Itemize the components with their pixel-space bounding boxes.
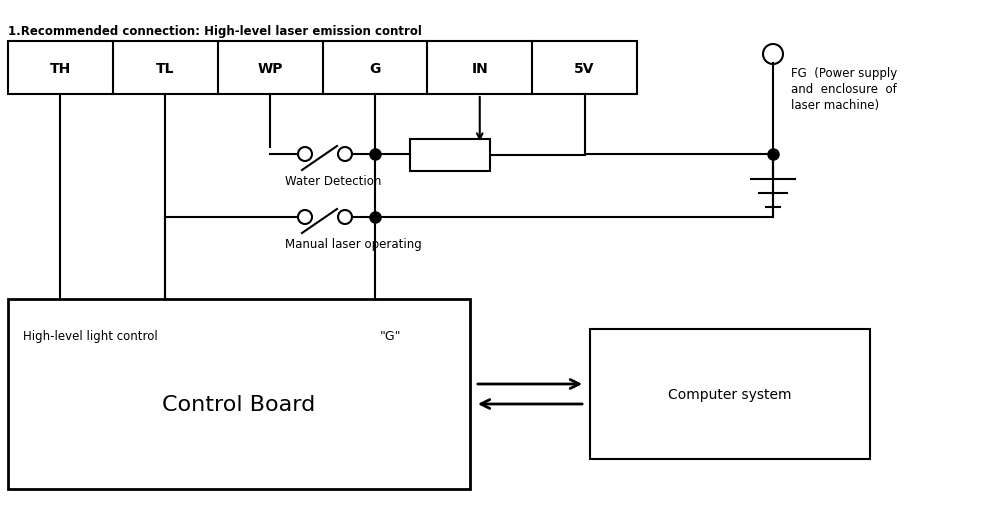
Text: High-level light control: High-level light control — [23, 329, 158, 342]
Text: 1.Recommended connection: High-level laser emission control: 1.Recommended connection: High-level las… — [8, 25, 421, 38]
Text: laser machine): laser machine) — [790, 99, 879, 112]
Bar — [8, 42, 636, 95]
Text: TH: TH — [50, 62, 71, 75]
Text: IN: IN — [471, 62, 488, 75]
Text: and  enclosure  of: and enclosure of — [790, 83, 896, 96]
Text: TL: TL — [156, 62, 174, 75]
Bar — [8, 299, 469, 489]
Text: FG  (Power supply: FG (Power supply — [790, 67, 897, 80]
Text: Computer system: Computer system — [668, 387, 791, 401]
Text: WP: WP — [257, 62, 282, 75]
Bar — [589, 329, 869, 459]
Text: Control Board: Control Board — [162, 394, 315, 414]
Text: Manual laser operating: Manual laser operating — [284, 237, 421, 250]
Text: G: G — [369, 62, 381, 75]
Text: Water Detection: Water Detection — [284, 175, 381, 188]
Bar — [410, 140, 489, 172]
Text: "G": "G" — [380, 329, 402, 342]
Text: 5V: 5V — [574, 62, 594, 75]
